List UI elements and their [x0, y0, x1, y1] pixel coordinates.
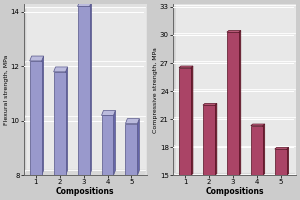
Polygon shape	[275, 147, 289, 149]
Y-axis label: Flexural strength, MPa: Flexural strength, MPa	[4, 55, 9, 125]
Polygon shape	[101, 110, 116, 115]
Polygon shape	[125, 119, 139, 124]
Polygon shape	[137, 119, 139, 175]
Bar	[251, 126, 263, 175]
Polygon shape	[287, 147, 289, 175]
Polygon shape	[42, 56, 43, 175]
Polygon shape	[239, 30, 241, 175]
Polygon shape	[90, 2, 92, 175]
Polygon shape	[203, 103, 217, 105]
X-axis label: Compositions: Compositions	[56, 187, 114, 196]
Polygon shape	[26, 7, 145, 170]
Polygon shape	[113, 110, 116, 175]
Polygon shape	[66, 67, 68, 175]
Polygon shape	[251, 124, 265, 126]
Polygon shape	[24, 7, 26, 175]
Polygon shape	[24, 170, 145, 175]
Polygon shape	[215, 103, 217, 175]
Bar	[227, 32, 239, 175]
Polygon shape	[227, 30, 241, 32]
Polygon shape	[78, 2, 92, 6]
Polygon shape	[175, 5, 295, 174]
Bar	[275, 149, 287, 175]
Bar	[78, 6, 90, 175]
Polygon shape	[54, 67, 68, 72]
Polygon shape	[263, 124, 265, 175]
Bar	[179, 68, 191, 175]
Bar	[30, 61, 42, 175]
Polygon shape	[173, 5, 175, 175]
X-axis label: Compositions: Compositions	[205, 187, 264, 196]
Y-axis label: Compressive strength, MPa: Compressive strength, MPa	[154, 47, 158, 133]
Polygon shape	[30, 56, 44, 61]
Bar	[54, 72, 66, 175]
Polygon shape	[191, 66, 193, 175]
Bar	[101, 115, 113, 175]
Bar	[203, 105, 215, 175]
Polygon shape	[173, 174, 295, 175]
Polygon shape	[179, 66, 193, 68]
Bar	[125, 124, 137, 175]
